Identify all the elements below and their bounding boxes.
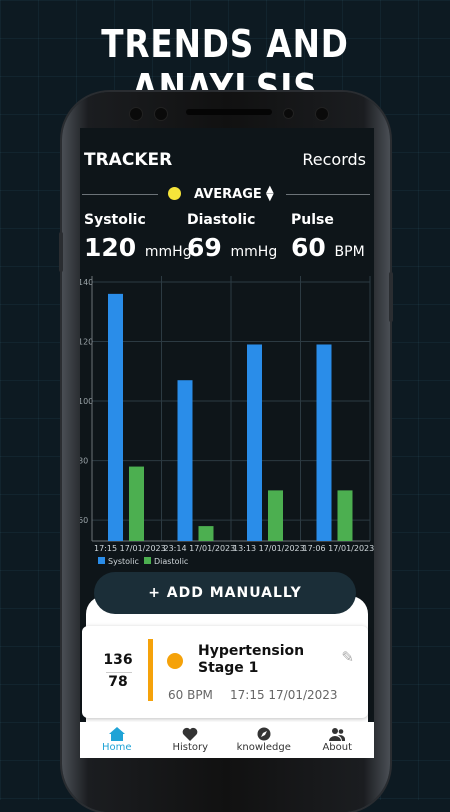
bar-systolic <box>177 380 193 541</box>
divider-left <box>82 194 158 195</box>
x-tick-label: 13:13 17/01/2023 <box>233 544 305 553</box>
people-icon <box>329 728 346 741</box>
divider-right <box>286 194 370 195</box>
record-systolic: 136 <box>103 652 133 668</box>
pulse-value: 60 BPM <box>291 233 365 262</box>
diastolic-unit: mmHg <box>230 244 278 260</box>
heart-icon <box>182 727 198 741</box>
legend-swatch <box>144 557 151 564</box>
record-pulse: 60 BPM <box>168 688 213 702</box>
systolic-value: 120 mmHg <box>84 233 192 262</box>
nav-about[interactable]: About <box>301 722 375 758</box>
record-divider <box>106 672 132 673</box>
diastolic-number: 69 <box>187 233 222 262</box>
iris-scanner-icon <box>316 108 328 120</box>
nav-home[interactable]: Home <box>80 722 154 758</box>
average-dot-icon <box>168 187 181 200</box>
systolic-unit: mmHg <box>144 244 192 260</box>
diastolic-value: 69 mmHg <box>187 233 277 262</box>
x-tick-label: 17:06 17/01/2023 <box>303 544 375 553</box>
y-tick-label: 100 <box>80 397 93 406</box>
bar-systolic <box>316 344 332 541</box>
stage-dot-icon <box>167 653 183 669</box>
edit-pencil-icon[interactable]: ✎ <box>341 648 354 666</box>
legend-label: Diastolic <box>154 557 188 566</box>
y-tick-label: 140 <box>80 278 93 287</box>
bar-diastolic <box>268 490 283 541</box>
nav-home-label: Home <box>101 742 132 753</box>
nav-knowledge[interactable]: knowledge <box>227 722 301 758</box>
legend-label: Systolic <box>108 557 139 566</box>
nav-history[interactable]: History <box>154 722 228 758</box>
systolic-label: Systolic <box>84 212 146 228</box>
y-tick-label: 60 <box>80 516 88 525</box>
stage-name: Hypertension Stage 1 <box>198 643 305 676</box>
volume-button <box>59 232 63 272</box>
nav-knowledge-label: knowledge <box>236 742 291 753</box>
nav-history-label: History <box>172 742 209 753</box>
sensor-icon <box>155 108 167 120</box>
bar-systolic <box>108 293 123 541</box>
systolic-number: 120 <box>84 233 137 262</box>
stage-color-bar <box>148 639 153 701</box>
compass-icon <box>257 727 271 741</box>
speaker <box>186 109 272 115</box>
pulse-label: Pulse <box>291 212 334 228</box>
power-button <box>389 272 393 322</box>
app-title: TRACKER <box>84 150 173 170</box>
x-tick-label: 17:15 17/01/2023 <box>94 544 166 553</box>
x-tick-label: 23:14 17/01/2023 <box>164 544 236 553</box>
record-time: 17:15 17/01/2023 <box>230 688 338 702</box>
record-card[interactable]: 136 78 Hypertension Stage 1 ✎ 60 BPM 17:… <box>82 626 368 718</box>
app-screen: TRACKER Records AVERAGE ▲ ▼ Systolic Dias… <box>80 128 374 758</box>
diastolic-label: Diastolic <box>187 212 256 228</box>
y-tick-label: 120 <box>80 338 93 347</box>
records-link[interactable]: Records <box>302 150 366 169</box>
y-tick-label: 80 <box>80 457 88 466</box>
bar-diastolic <box>337 490 353 541</box>
bar-diastolic <box>198 526 214 541</box>
sort-toggle-icon[interactable]: ▲ ▼ <box>266 184 274 203</box>
sensor-icon <box>130 108 142 120</box>
bar-diastolic <box>129 466 144 541</box>
bar-systolic <box>247 344 262 541</box>
home-icon <box>108 727 125 741</box>
front-camera-icon <box>284 109 293 118</box>
legend-swatch <box>98 557 105 564</box>
nav-about-label: About <box>322 742 353 753</box>
add-manually-button[interactable]: + ADD MANUALLY <box>94 572 356 614</box>
record-diastolic: 78 <box>108 674 128 690</box>
pulse-number: 60 <box>291 233 326 262</box>
pulse-unit: BPM <box>334 244 365 260</box>
bottom-nav: Home History knowledge About <box>80 722 374 758</box>
average-filter[interactable]: AVERAGE <box>194 187 262 202</box>
